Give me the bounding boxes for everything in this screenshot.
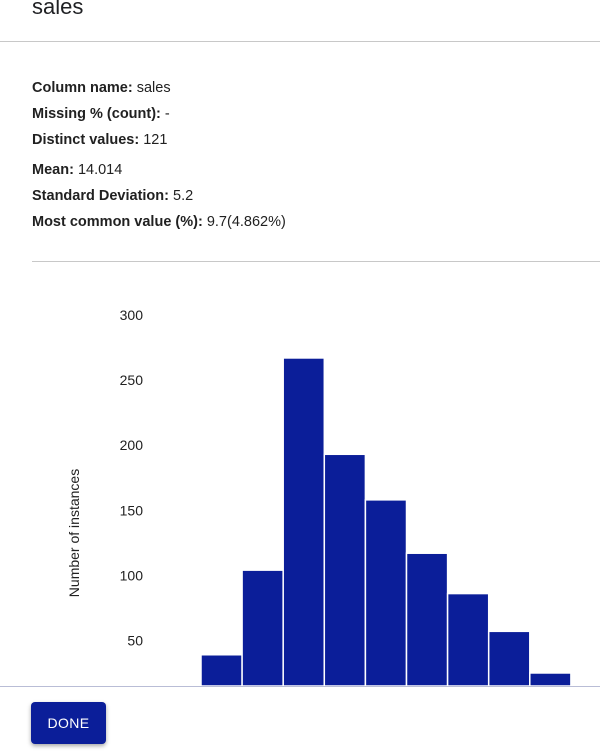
histogram-bar	[323, 453, 367, 687]
stats-divider	[32, 261, 600, 262]
stat-key: Most common value (%):	[32, 214, 203, 230]
y-axis-ticks: 50 100 150 200 250 300	[120, 307, 144, 648]
y-tick-label: 150	[120, 502, 144, 518]
histogram-bar	[241, 569, 284, 687]
y-tick-label: 50	[127, 632, 143, 648]
stat-value: 9.7(4.862%)	[206, 214, 286, 230]
done-button[interactable]: DONE	[31, 702, 106, 744]
stat-value: 14.014	[77, 162, 123, 178]
histogram-bars	[200, 357, 572, 687]
y-tick-label: 300	[120, 307, 144, 323]
histogram-bar	[446, 592, 490, 687]
stat-missing: Missing % (count): -	[32, 106, 170, 122]
dialog-title: sales	[32, 0, 84, 19]
histogram-bar	[282, 357, 326, 687]
histogram-chart: 50 100 150 200 250 300 Number of instances	[0, 295, 600, 687]
y-tick-label: 200	[120, 437, 144, 453]
stat-mean: Mean: 14.014	[32, 162, 122, 178]
stat-key: Distinct values:	[32, 132, 140, 148]
stat-column-name: Column name: sales	[32, 80, 171, 96]
stat-key: Missing % (count):	[32, 106, 161, 122]
histogram-svg: 50 100 150 200 250 300 Number of instances	[66, 307, 572, 687]
histogram-bar	[200, 654, 243, 687]
title-divider	[0, 41, 600, 42]
stat-key: Column name:	[32, 80, 133, 96]
stat-std-dev: Standard Deviation: 5.2	[32, 188, 193, 204]
y-tick-label: 250	[120, 372, 144, 388]
y-tick-label: 100	[120, 567, 144, 583]
histogram-bar	[529, 672, 572, 687]
histogram-bar	[487, 630, 531, 687]
stat-value: 5.2	[173, 188, 194, 204]
stat-key: Standard Deviation:	[32, 188, 169, 204]
stat-most-common: Most common value (%): 9.7(4.862%)	[32, 214, 286, 230]
stat-value: -	[164, 106, 170, 122]
histogram-bar	[405, 552, 449, 687]
stat-value: sales	[136, 80, 171, 96]
stat-distinct: Distinct values: 121	[32, 132, 167, 148]
stat-key: Mean:	[32, 162, 74, 178]
stat-value: 121	[143, 132, 168, 148]
dialog-footer: DONE	[0, 686, 600, 752]
histogram-bar	[364, 499, 408, 687]
y-axis-label: Number of instances	[66, 469, 82, 597]
